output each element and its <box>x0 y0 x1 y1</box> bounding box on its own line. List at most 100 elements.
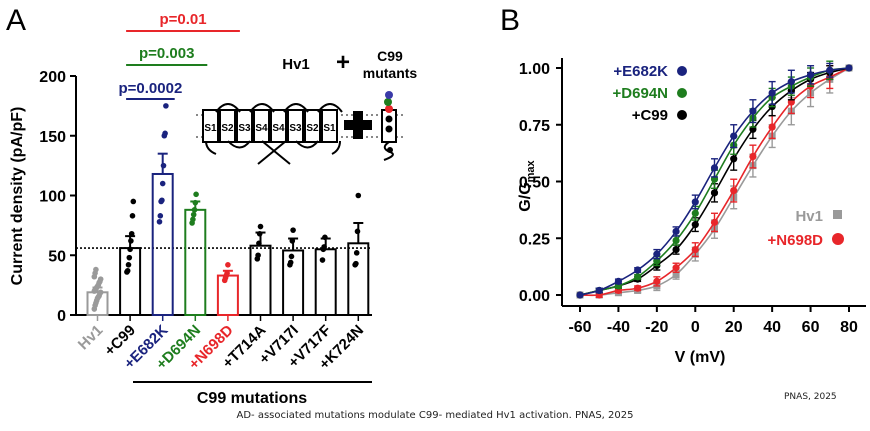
x-tick-label: 40 <box>763 319 781 336</box>
p-value-label: p=0.01 <box>159 11 206 28</box>
loop <box>249 103 275 113</box>
legend-label: +D694N <box>613 85 668 102</box>
segment-label: S3 <box>238 123 251 134</box>
data-point <box>749 152 757 161</box>
data-point <box>124 267 131 274</box>
panel-b-legend: +E682K +D694N +C99 Hv1 +N698D <box>613 63 844 249</box>
segment-s3: S3 <box>287 109 304 143</box>
segment-label: S1 <box>323 123 336 134</box>
panel-a: A Current density (pA/pF) 0 50 100 150 200 H… <box>6 4 417 407</box>
c-terminus <box>257 140 287 165</box>
data-point <box>129 213 136 219</box>
segment-label: S2 <box>306 123 319 134</box>
bar <box>184 208 207 316</box>
data-point <box>159 197 165 204</box>
bar <box>314 248 337 316</box>
residue-dot <box>385 125 393 133</box>
data-point <box>97 276 104 282</box>
segment-label: S1 <box>204 123 217 134</box>
c-terminus <box>261 140 291 165</box>
data-point <box>162 130 168 137</box>
data-point <box>691 198 699 206</box>
panel-b-label: B <box>500 4 520 37</box>
bar-group <box>314 234 337 321</box>
data-point <box>787 78 795 86</box>
segment-label: S2 <box>221 123 234 134</box>
data-point <box>634 273 642 281</box>
residue-e682-dot <box>385 91 393 99</box>
legend-item: +D694N <box>613 85 687 102</box>
bar-group <box>184 191 207 321</box>
segment-s2: S2 <box>219 109 236 143</box>
segment-label: S4 <box>272 123 285 134</box>
data-point <box>128 230 135 237</box>
y-tick-label: 200 <box>39 69 66 86</box>
segment-s1: S1 <box>202 109 219 143</box>
data-point <box>256 230 263 237</box>
segment-label: S4 <box>255 123 268 134</box>
bar-group <box>86 266 109 321</box>
y-tick-label: 0.75 <box>519 118 550 135</box>
segment-s3: S3 <box>236 109 253 143</box>
data-point <box>159 180 166 187</box>
legend-item: +N698D <box>768 232 844 249</box>
significance-bracket: p=0.0002 <box>118 80 182 100</box>
data-point <box>355 192 362 199</box>
x-tick-label: -60 <box>568 319 591 336</box>
data-point <box>93 266 99 273</box>
y-tick-label: 1.00 <box>519 61 550 78</box>
y-tick-label: 0.25 <box>519 231 550 248</box>
panel-b-x-axis-label: V (mV) <box>675 349 726 366</box>
segment-s2: S2 <box>304 109 321 143</box>
legend-marker <box>677 110 687 120</box>
data-point <box>190 211 197 218</box>
data-point <box>806 71 815 79</box>
data-point <box>710 189 719 197</box>
data-point <box>768 89 776 97</box>
segment-box <box>236 109 253 143</box>
loop <box>295 140 319 149</box>
x-tick-label: 60 <box>802 319 820 336</box>
data-point <box>193 191 199 198</box>
bar-group <box>249 223 272 321</box>
data-point <box>576 291 584 299</box>
data-point <box>672 264 680 272</box>
legend-item: Hv1 <box>795 208 842 225</box>
data-point <box>160 162 167 169</box>
plus-bar-v <box>353 111 363 139</box>
transmembrane-segments: S1 S2 S3 S4 S4 S3 S2 S1 <box>202 109 338 143</box>
legend-marker <box>677 88 687 98</box>
data-point <box>126 254 133 261</box>
data-point <box>710 218 719 226</box>
residue-d694-dot <box>384 98 392 106</box>
x-tick-label: 20 <box>725 319 743 336</box>
legend-marker <box>832 233 844 245</box>
segment-box <box>304 109 321 143</box>
inset-plus-sign: + <box>336 49 350 76</box>
segment-box <box>202 109 219 143</box>
x-tick-label: 80 <box>840 319 858 336</box>
data-point <box>672 227 680 236</box>
data-point <box>190 216 196 223</box>
residue-dot <box>387 147 393 153</box>
x-tick-label: -40 <box>607 319 630 336</box>
data-point <box>255 252 261 259</box>
significance-brackets: p=0.0002 p=0.003 p=0.01 <box>118 11 240 100</box>
bar-group <box>216 262 239 321</box>
data-point <box>845 64 853 72</box>
p-value-label: p=0.003 <box>139 45 194 62</box>
data-point <box>826 66 834 74</box>
inset-c99-label: C99 <box>377 48 403 64</box>
inset-hv1-label: Hv1 <box>282 56 310 73</box>
segment-box <box>253 109 270 143</box>
data-point <box>319 257 326 263</box>
legend-marker <box>677 66 687 76</box>
bar <box>216 274 239 317</box>
data-point <box>322 234 328 241</box>
data-point <box>653 277 661 285</box>
panel-b-series <box>576 60 853 299</box>
significance-bracket: p=0.01 <box>126 11 240 32</box>
y-label-main: G/G <box>517 182 534 211</box>
legend-item: +C99 <box>632 107 687 124</box>
p-value-label: p=0.0002 <box>118 80 182 97</box>
